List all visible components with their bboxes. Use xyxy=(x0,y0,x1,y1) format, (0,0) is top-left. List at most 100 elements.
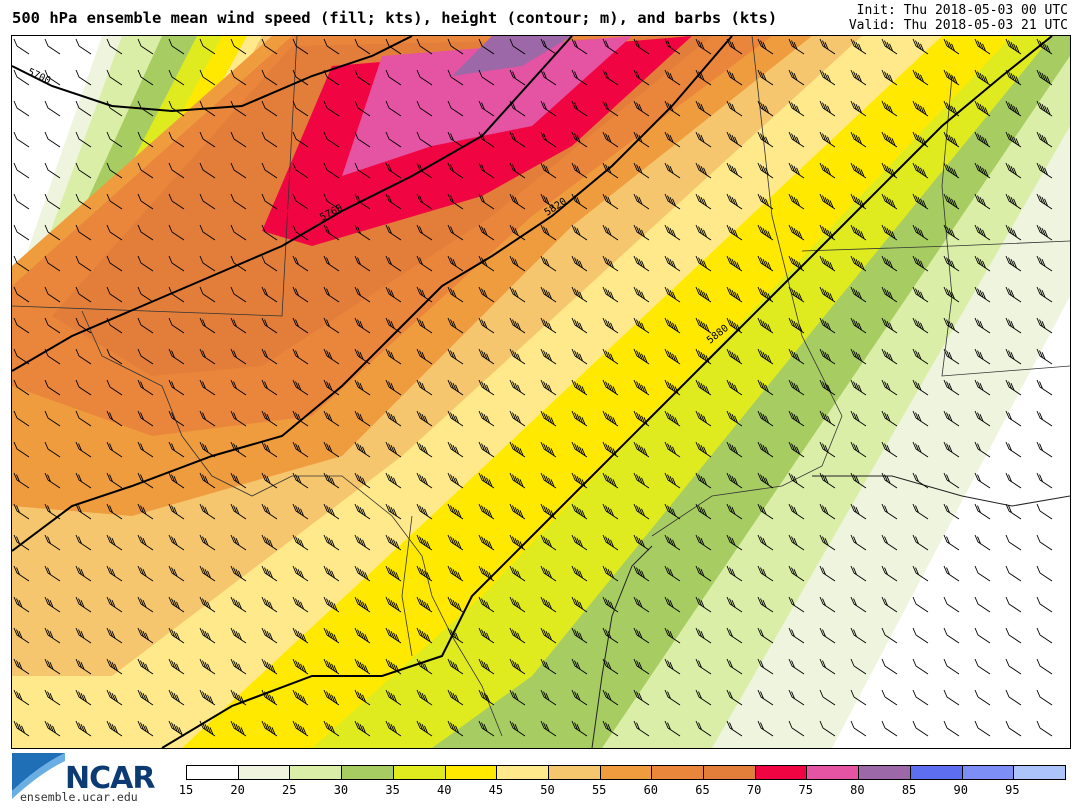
wind-barb xyxy=(385,410,402,427)
wind-barb xyxy=(602,69,619,86)
wind-barb xyxy=(1036,410,1053,427)
wind-barb xyxy=(230,565,247,582)
wind-barb xyxy=(1005,503,1022,520)
wind-barb xyxy=(664,224,681,241)
colorbar-tick-label: 90 xyxy=(953,783,968,797)
wind-barb xyxy=(633,224,650,241)
wind-barb xyxy=(323,441,340,458)
wind-barb xyxy=(261,472,278,489)
wind-barb xyxy=(478,441,495,458)
wind-barb xyxy=(137,317,154,334)
wind-barb xyxy=(199,100,216,117)
wind-barb xyxy=(881,689,898,706)
colorbar-ticks: 15 20 25 30 35 40 45 50 55 60 65 70 75 80 85 90 95 xyxy=(179,783,1066,799)
wind-barb xyxy=(881,720,898,737)
wind-barb xyxy=(478,534,495,551)
wind-barb xyxy=(354,565,371,582)
wind-barb xyxy=(540,255,557,272)
wind-barb xyxy=(137,658,154,675)
border-line xyxy=(801,240,1070,252)
wind-barb xyxy=(633,596,650,613)
wind-barb xyxy=(478,348,495,365)
wind-barb xyxy=(75,410,92,427)
wind-barb xyxy=(199,224,216,241)
wind-barb xyxy=(292,627,309,644)
wind-barb xyxy=(75,131,92,148)
wind-barb xyxy=(912,317,929,334)
contour-5700 xyxy=(12,36,413,113)
wind-barb xyxy=(571,720,588,737)
wind-barb xyxy=(819,627,836,644)
wind-barb xyxy=(819,472,836,489)
wind-barb xyxy=(13,410,30,427)
colorbar-segment xyxy=(652,766,705,779)
wind-barb xyxy=(757,162,774,179)
wind-barb xyxy=(230,193,247,210)
wind-barb xyxy=(447,565,464,582)
wind-barb xyxy=(106,627,123,644)
wind-barb xyxy=(385,286,402,303)
colorbar-tick-label: 65 xyxy=(695,783,710,797)
wind-barb xyxy=(540,193,557,210)
wind-barb xyxy=(13,379,30,396)
wind-barb xyxy=(819,720,836,737)
wind-barb xyxy=(571,38,588,55)
wind-barb xyxy=(509,131,526,148)
wind-barb xyxy=(478,596,495,613)
wind-barb xyxy=(385,162,402,179)
wind-barb xyxy=(633,317,650,334)
wind-speed-map: 5700 5760 5820 5880 xyxy=(11,35,1071,749)
wind-barb xyxy=(974,224,991,241)
wind-barb xyxy=(230,224,247,241)
wind-barb xyxy=(447,348,464,365)
wind-barb xyxy=(199,441,216,458)
wind-barb xyxy=(478,255,495,272)
wind-barb xyxy=(757,534,774,551)
wind-barb xyxy=(602,224,619,241)
wind-barb xyxy=(168,503,185,520)
wind-barb xyxy=(602,472,619,489)
wind-barb xyxy=(416,317,433,334)
wind-barb xyxy=(323,317,340,334)
wind-barb xyxy=(881,162,898,179)
wind-barb xyxy=(137,131,154,148)
wind-barb xyxy=(819,441,836,458)
wind-barb xyxy=(540,410,557,427)
wind-barb xyxy=(602,441,619,458)
wind-barb xyxy=(726,379,743,396)
wind-barb xyxy=(664,286,681,303)
wind-barb xyxy=(943,69,960,86)
wind-barb xyxy=(819,410,836,427)
wind-barb xyxy=(571,224,588,241)
wind-barb xyxy=(540,38,557,55)
wind-barb xyxy=(540,379,557,396)
wind-barb xyxy=(664,348,681,365)
wind-barb xyxy=(974,565,991,582)
wind-barb xyxy=(230,720,247,737)
wind-barb xyxy=(943,38,960,55)
wind-barb xyxy=(354,379,371,396)
wind-barb xyxy=(881,317,898,334)
wind-barb xyxy=(106,472,123,489)
wind-barb xyxy=(540,317,557,334)
wind-barb xyxy=(664,162,681,179)
wind-barb xyxy=(974,100,991,117)
wind-barb xyxy=(137,69,154,86)
wind-barb xyxy=(819,379,836,396)
run-time-info: Init: Thu 2018-05-03 00 UTC Valid: Thu 2… xyxy=(849,3,1068,33)
wind-barb xyxy=(261,596,278,613)
wind-barb xyxy=(633,286,650,303)
wind-barb xyxy=(540,689,557,706)
wind-barb xyxy=(447,441,464,458)
wind-barb xyxy=(1036,224,1053,241)
wind-barb xyxy=(788,658,805,675)
wind-barb xyxy=(416,689,433,706)
wind-barb xyxy=(664,689,681,706)
wind-barb xyxy=(292,193,309,210)
wind-barb xyxy=(323,689,340,706)
wind-barb xyxy=(912,565,929,582)
colorbar-segment xyxy=(342,766,394,779)
wind-barb xyxy=(478,565,495,582)
wind-barb xyxy=(850,162,867,179)
wind-barb xyxy=(261,720,278,737)
